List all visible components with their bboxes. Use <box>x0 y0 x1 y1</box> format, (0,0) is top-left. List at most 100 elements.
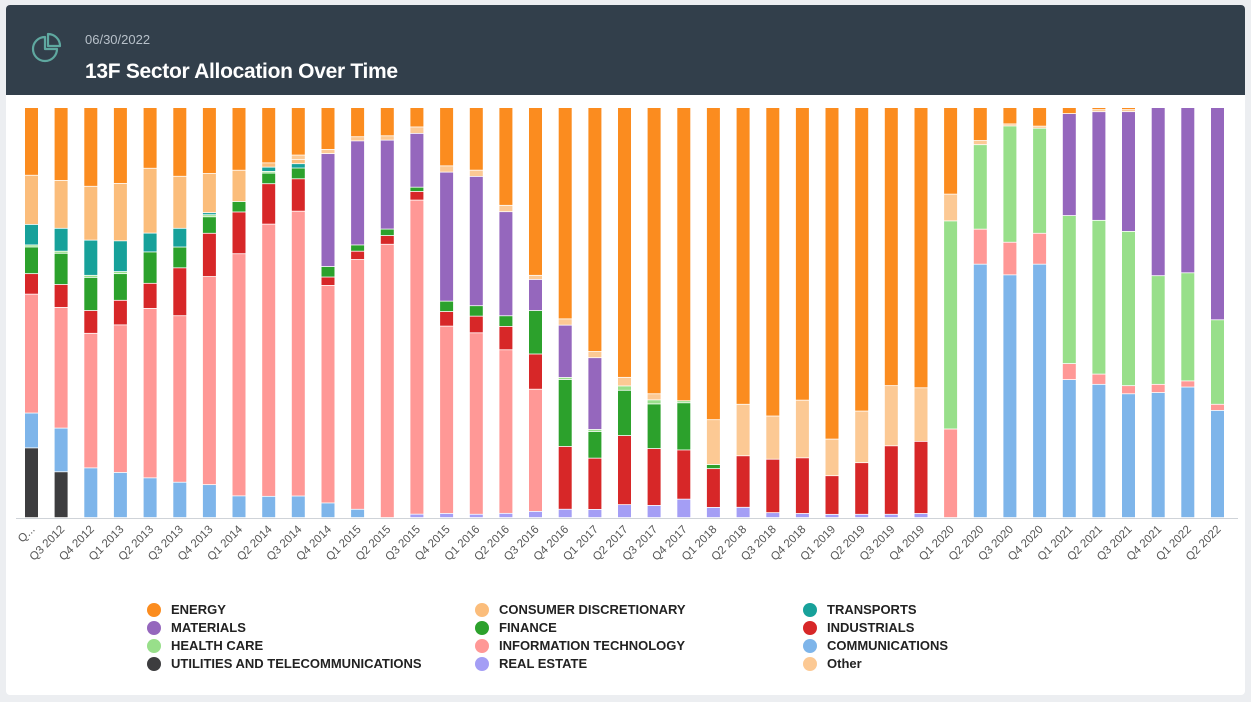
bar-segment[interactable] <box>1092 220 1106 374</box>
bar-segment[interactable] <box>529 275 542 280</box>
bar-segment[interactable] <box>232 108 246 170</box>
bar-segment[interactable] <box>262 167 276 171</box>
bar-segment[interactable] <box>884 514 898 518</box>
bar-segment[interactable] <box>84 468 98 518</box>
bar-segment[interactable] <box>914 441 928 514</box>
bar-segment[interactable] <box>202 108 216 174</box>
bar-segment[interactable] <box>884 108 898 386</box>
legend-item[interactable]: COMMUNICATIONS <box>803 638 948 653</box>
bar-segment[interactable] <box>321 503 335 518</box>
bar-segment[interactable] <box>647 448 661 506</box>
bar-segment[interactable] <box>440 513 454 518</box>
bar-segment[interactable] <box>202 233 216 277</box>
bar-segment[interactable] <box>529 108 542 275</box>
bar-segment[interactable] <box>499 316 513 327</box>
legend-item[interactable]: Other <box>803 656 862 671</box>
bar-segment[interactable] <box>1092 112 1106 220</box>
bar-segment[interactable] <box>914 108 928 388</box>
bar-segment[interactable] <box>84 277 98 311</box>
bar-segment[interactable] <box>973 108 987 141</box>
bar-segment[interactable] <box>529 310 542 354</box>
bar-segment[interactable] <box>54 307 68 428</box>
bar-segment[interactable] <box>588 358 602 430</box>
bar-segment[interactable] <box>143 308 157 478</box>
bar-segment[interactable] <box>291 155 305 159</box>
bar-segment[interactable] <box>143 478 157 518</box>
bar-segment[interactable] <box>499 513 513 518</box>
bar-segment[interactable] <box>351 259 365 509</box>
bar-segment[interactable] <box>262 496 276 518</box>
bar-segment[interactable] <box>677 499 691 518</box>
bar-segment[interactable] <box>677 403 691 450</box>
bar-segment[interactable] <box>1181 381 1195 387</box>
bar-segment[interactable] <box>143 283 157 309</box>
bar-segment[interactable] <box>1003 124 1017 126</box>
bar-segment[interactable] <box>173 316 187 482</box>
bar-segment[interactable] <box>469 333 483 514</box>
bar-segment[interactable] <box>321 149 335 154</box>
bar-segment[interactable] <box>766 108 780 416</box>
bar-segment[interactable] <box>618 390 631 436</box>
bar-segment[interactable] <box>618 436 631 505</box>
legend-item[interactable]: REAL ESTATE <box>475 656 587 671</box>
bar-segment[interactable] <box>647 108 661 394</box>
bar-segment[interactable] <box>291 179 305 211</box>
bar-segment[interactable] <box>291 164 305 168</box>
bar-segment[interactable] <box>1181 273 1195 381</box>
bar-segment[interactable] <box>588 509 602 518</box>
bar-segment[interactable] <box>143 168 157 233</box>
bar-segment[interactable] <box>84 186 98 240</box>
bar-segment[interactable] <box>944 108 958 194</box>
bar-segment[interactable] <box>558 108 572 319</box>
bar-segment[interactable] <box>855 108 869 411</box>
bar-segment[interactable] <box>1092 108 1106 110</box>
bar-segment[interactable] <box>706 507 720 518</box>
bar-segment[interactable] <box>499 205 513 212</box>
bar-segment[interactable] <box>321 285 335 503</box>
bar-segment[interactable] <box>380 108 394 136</box>
bar-segment[interactable] <box>202 215 216 217</box>
bar-segment[interactable] <box>410 514 424 518</box>
bar-segment[interactable] <box>440 311 454 326</box>
bar-segment[interactable] <box>232 254 246 496</box>
bar-segment[interactable] <box>529 389 542 511</box>
bar-segment[interactable] <box>202 217 216 233</box>
bar-segment[interactable] <box>380 140 394 229</box>
bar-segment[interactable] <box>113 108 127 184</box>
bar-segment[interactable] <box>558 509 572 518</box>
bar-segment[interactable] <box>202 276 216 485</box>
bar-segment[interactable] <box>469 108 483 170</box>
bar-segment[interactable] <box>1122 386 1135 394</box>
bar-segment[interactable] <box>84 240 98 275</box>
bar-segment[interactable] <box>321 154 335 267</box>
bar-segment[interactable] <box>410 127 424 134</box>
bar-segment[interactable] <box>84 108 98 186</box>
bar-segment[interactable] <box>677 401 691 403</box>
bar-segment[interactable] <box>1122 112 1135 232</box>
bar-segment[interactable] <box>440 108 454 166</box>
bar-segment[interactable] <box>113 325 127 473</box>
bar-segment[interactable] <box>113 300 127 325</box>
bar-segment[interactable] <box>469 316 483 333</box>
bar-segment[interactable] <box>914 388 928 441</box>
bar-segment[interactable] <box>202 485 216 518</box>
bar-segment[interactable] <box>25 294 38 413</box>
bar-segment[interactable] <box>1062 114 1076 216</box>
bar-segment[interactable] <box>499 212 513 316</box>
bar-segment[interactable] <box>232 212 246 254</box>
bar-segment[interactable] <box>380 229 394 236</box>
bar-segment[interactable] <box>1003 108 1017 124</box>
bar-segment[interactable] <box>914 513 928 518</box>
bar-segment[interactable] <box>291 159 305 164</box>
bar-segment[interactable] <box>25 224 38 245</box>
bar-segment[interactable] <box>1211 108 1224 320</box>
bar-segment[interactable] <box>736 108 750 404</box>
bar-segment[interactable] <box>291 496 305 518</box>
bar-segment[interactable] <box>351 509 365 518</box>
bar-segment[interactable] <box>113 472 127 518</box>
legend-item[interactable]: HEALTH CARE <box>147 638 263 653</box>
legend-item[interactable]: TRANSPORTS <box>803 602 917 617</box>
bar-segment[interactable] <box>588 108 602 352</box>
bar-segment[interactable] <box>825 514 839 518</box>
bar-segment[interactable] <box>736 507 750 518</box>
